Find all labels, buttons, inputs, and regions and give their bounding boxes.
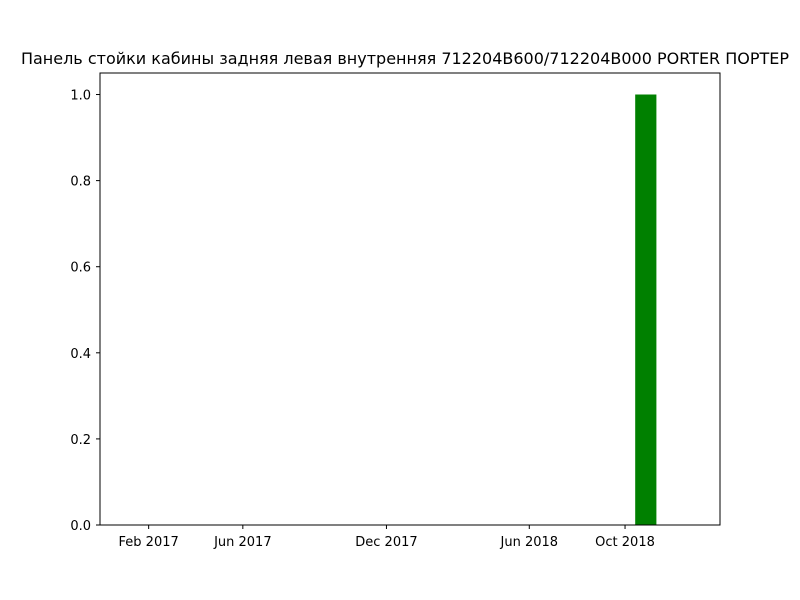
y-tick-label-2: 0.4 — [70, 347, 91, 362]
y-tick-label-4: 0.8 — [70, 175, 91, 190]
chart-title: Панель стойки кабины задняя левая внутре… — [21, 49, 789, 68]
x-tick-label-0: Feb 2017 — [119, 535, 179, 550]
y-axis: 0.0 0.2 0.4 0.6 0.8 1.0 — [70, 89, 100, 534]
bar-0 — [635, 94, 657, 525]
x-tick-label-1: Jun 2017 — [213, 535, 272, 550]
plot-area — [635, 94, 657, 525]
y-tick-label-0: 0.0 — [70, 519, 91, 534]
x-tick-label-4: Oct 2018 — [595, 535, 655, 550]
x-tick-label-2: Dec 2017 — [355, 535, 417, 550]
y-tick-label-5: 1.0 — [70, 89, 91, 104]
plot-frame — [99, 72, 721, 526]
x-axis: Feb 2017 Jun 2017 Dec 2017 Jun 2018 Oct 2018 — [119, 525, 655, 550]
y-tick-label-1: 0.2 — [70, 433, 91, 448]
x-tick-label-3: Jun 2018 — [500, 535, 559, 550]
y-tick-label-3: 0.6 — [70, 261, 91, 276]
